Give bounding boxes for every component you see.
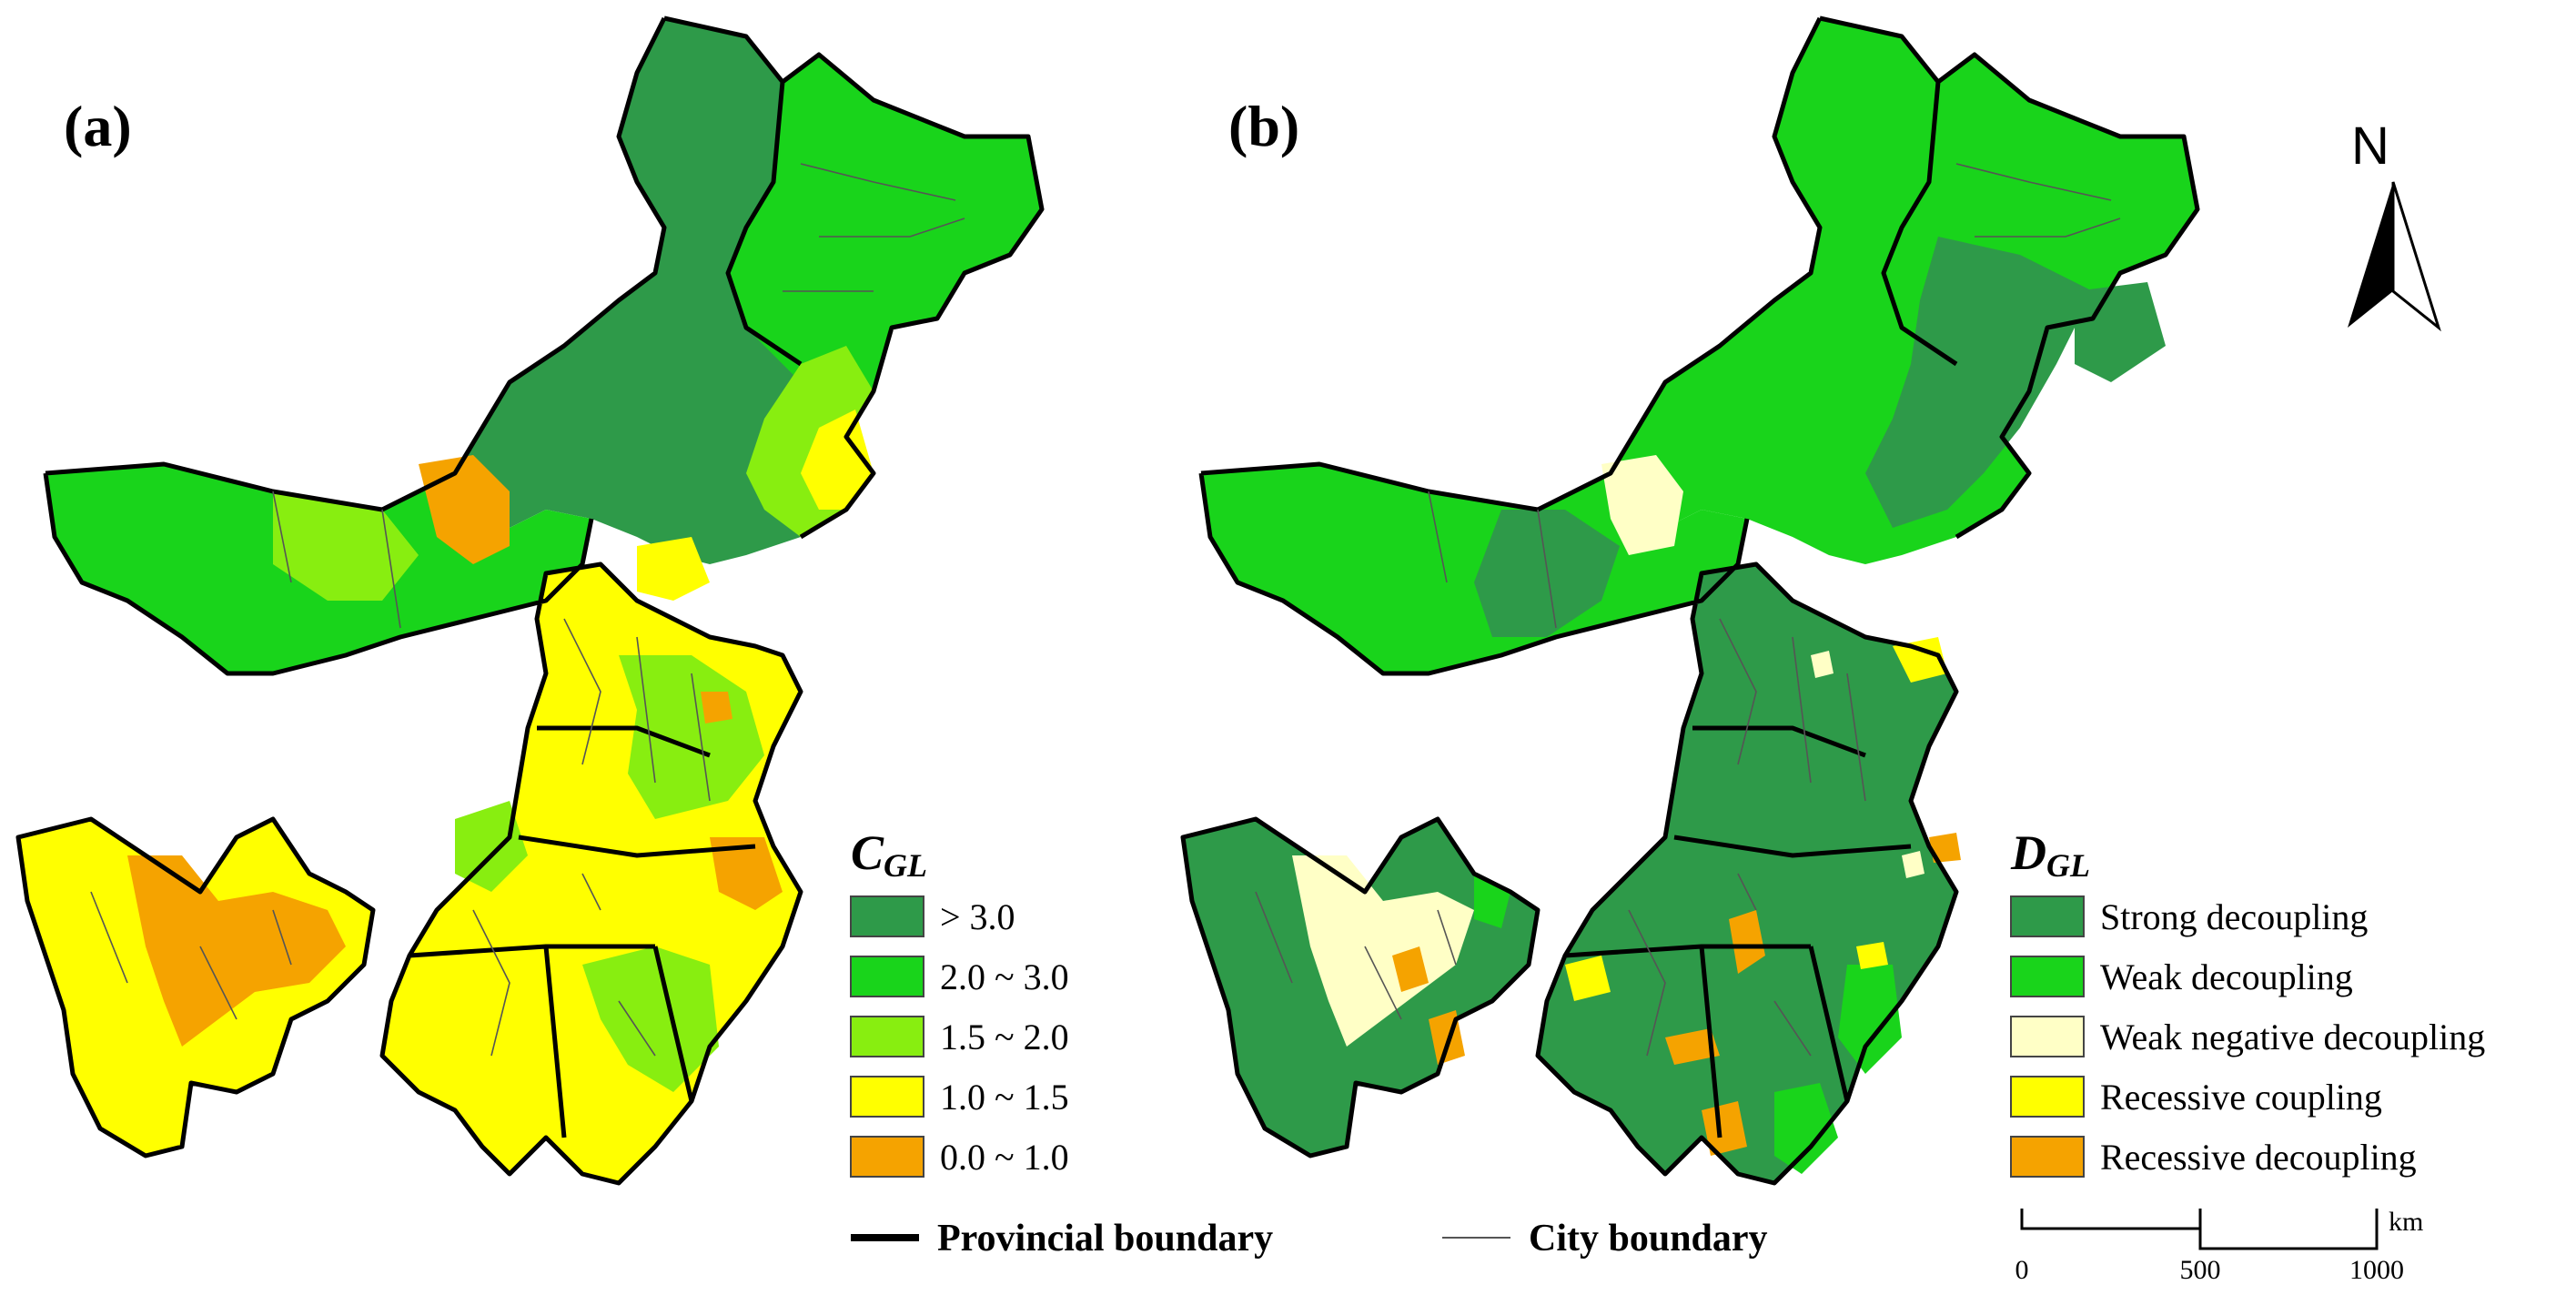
scale-tick-500: 500 — [2180, 1255, 2221, 1285]
city-boundaries-b — [1255, 163, 2121, 1057]
provincial-boundaries-a — [15, 15, 1045, 1186]
legend-b-swatch-2 — [2010, 1016, 2085, 1057]
region-a-west-orange — [127, 855, 346, 1047]
region-b-central-weak-2 — [1774, 1083, 1838, 1174]
region-b-central — [1538, 564, 1956, 1183]
legend-b: DGL Strong decoupling Weak decoupling Weak… — [2010, 825, 2485, 1178]
region-b-yellow-1 — [1565, 956, 1611, 1001]
scale-tick-0: 0 — [2015, 1255, 2029, 1285]
legend-b-label-1: Weak decoupling — [2100, 956, 2353, 997]
panel-label-a: (a) — [64, 94, 132, 158]
region-b-west-weak-negative — [1292, 855, 1474, 1047]
legend-b-swatch-3 — [2010, 1076, 2085, 1118]
region-b-yellow-2 — [1856, 942, 1888, 969]
region-a-orange-east — [710, 837, 783, 910]
region-a-inner-mongolia-mid — [273, 491, 419, 601]
north-arrow-label: N — [2351, 116, 2389, 176]
region-b-orange-2 — [1665, 1028, 1720, 1065]
legend-b-title: DGL — [2010, 825, 2090, 884]
legend-b-label-4: Recessive decoupling — [2100, 1137, 2417, 1178]
map-panel-a — [15, 15, 1045, 1186]
legend-a-label-3: 1.0 ~ 1.5 — [940, 1077, 1069, 1118]
region-a-bohai-yellow — [637, 537, 710, 601]
region-a-northeast — [728, 55, 1042, 437]
legend-a-label-0: > 3.0 — [940, 896, 1015, 937]
legend-a-label-1: 2.0 ~ 3.0 — [940, 956, 1069, 997]
north-arrow-left-icon — [2348, 182, 2393, 328]
region-b-northeast-dark — [1865, 237, 2093, 528]
region-a-orange-small — [701, 692, 732, 723]
region-b-west-orange — [1392, 946, 1429, 992]
provincial-boundaries-b — [1180, 15, 2200, 1186]
scale-bar-right-segment — [2198, 1229, 2379, 1250]
legend-a-title: CGL — [851, 825, 927, 884]
legend-b-swatch-1 — [2010, 956, 2085, 997]
provincial-boundary-label: Provincial boundary — [937, 1218, 1273, 1260]
map-panel-b — [1180, 15, 2200, 1186]
legend-b-swatch-4 — [2010, 1136, 2085, 1178]
north-arrow-right-icon — [2391, 181, 2441, 332]
legend-b-label-0: Strong decoupling — [2100, 896, 2368, 937]
region-b-wn-small-1 — [1902, 851, 1924, 878]
legend-a-swatch-0 — [850, 895, 924, 937]
region-b-orange-1 — [1729, 910, 1765, 974]
boundary-legend: Provincial boundary City boundary — [851, 1218, 1768, 1260]
legend-b-items: Strong decoupling Weak decoupling Weak neg… — [2010, 895, 2485, 1178]
region-b-wn-small-2 — [1811, 651, 1834, 678]
region-b-north-main — [1611, 18, 2197, 564]
legend-a-swatch-1 — [850, 956, 924, 997]
legend-a-swatch-4 — [850, 1136, 924, 1178]
city-boundary-label: City boundary — [1529, 1218, 1768, 1260]
scale-bar-left-segment — [2020, 1209, 2202, 1230]
region-a-central-green-2 — [582, 946, 719, 1092]
panel-label-b: (b) — [1228, 94, 1299, 158]
region-b-weak-negative — [1601, 455, 1683, 555]
legend-a-items: > 3.0 2.0 ~ 3.0 1.5 ~ 2.0 1.0 ~ 1.5 0.0 ~ 1.… — [850, 895, 1069, 1178]
legend-b-label-2: Weak negative decoupling — [2100, 1017, 2485, 1057]
region-b-central-weak — [1838, 965, 1902, 1074]
scale-bar: 0 500 1000 km — [2015, 1207, 2424, 1285]
scale-unit: km — [2389, 1207, 2423, 1237]
legend-b-label-3: Recessive coupling — [2100, 1077, 2382, 1118]
legend-a-swatch-2 — [850, 1016, 924, 1057]
north-arrow: N — [2348, 116, 2441, 332]
legend-a: CGL > 3.0 2.0 ~ 3.0 1.5 ~ 2.0 1.0 ~ 1.5 0.0 … — [850, 825, 1069, 1178]
scale-tick-1000: 1000 — [2349, 1255, 2404, 1285]
region-b-orange-3 — [1702, 1101, 1747, 1156]
region-b-east-dark — [2075, 282, 2166, 382]
legend-a-label-2: 1.5 ~ 2.0 — [940, 1017, 1069, 1057]
region-a-liaoning-south — [801, 410, 874, 510]
region-b-yellow-3 — [1893, 637, 1947, 683]
legend-a-label-4: 0.0 ~ 1.0 — [940, 1137, 1069, 1178]
city-boundaries-a — [90, 163, 965, 1057]
legend-a-swatch-3 — [850, 1076, 924, 1118]
legend-b-swatch-0 — [2010, 895, 2085, 937]
